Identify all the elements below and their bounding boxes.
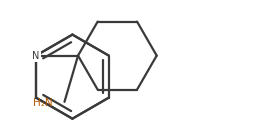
Text: H₂N: H₂N [33, 98, 52, 108]
Text: N: N [32, 51, 40, 61]
